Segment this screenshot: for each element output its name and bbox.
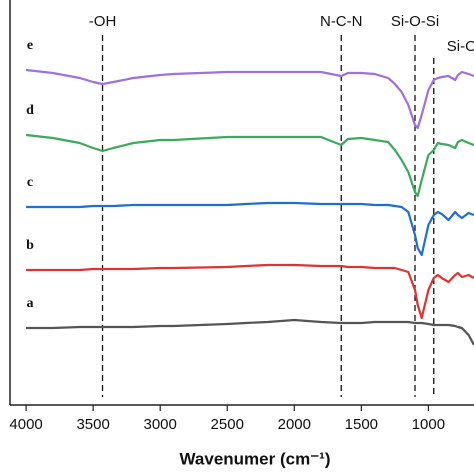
- annotation-label: Si-O: [447, 38, 474, 55]
- spectrum-line: [26, 263, 474, 320]
- spectrum-line: [25, 68, 474, 130]
- x-tick-label: 4000: [9, 416, 42, 433]
- series-label: b: [26, 238, 34, 253]
- x-tick-label: 1000: [412, 416, 445, 433]
- x-tick-label: 2500: [211, 416, 244, 433]
- x-tick-label: 3000: [144, 416, 177, 433]
- series-label: e: [27, 38, 33, 53]
- x-tick-label: 2000: [278, 416, 311, 433]
- x-axis-label: Wavenumer (cm⁻¹): [180, 449, 331, 468]
- annotation-label: -OH: [89, 13, 117, 30]
- spectrum-line: [26, 318, 474, 346]
- annotation-label: N-C-N: [320, 13, 363, 30]
- series-label: a: [27, 296, 34, 311]
- series-label: d: [26, 103, 34, 118]
- series-label: c: [27, 175, 33, 190]
- spectrum-line: [25, 133, 474, 198]
- x-tick-label: 1500: [345, 416, 378, 433]
- annotation-label: Si-O-Si: [391, 13, 439, 30]
- x-tick-label: 3500: [76, 416, 109, 433]
- spectrum-line: [26, 201, 474, 257]
